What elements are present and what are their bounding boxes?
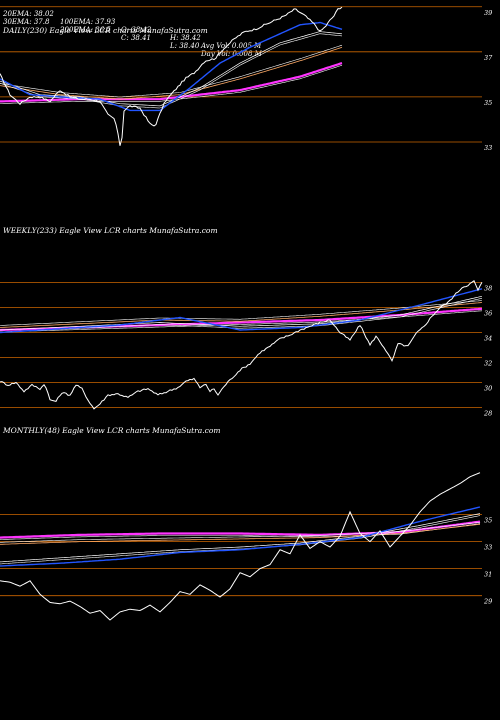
monthly-ema30-line: [0, 513, 481, 563]
weekly-ema30-line: [0, 298, 483, 333]
monthly-chart: 35 33 31 29: [0, 472, 492, 621]
daily-ema30-line: [0, 31, 343, 107]
stat-20ema: 20EMA: 38.02: [3, 10, 54, 18]
daily-ema100-line: [0, 46, 343, 100]
daily-tick-label: 33: [484, 144, 492, 152]
monthly-ema100-line: [0, 522, 481, 543]
stat-high: H: 38.42: [170, 34, 201, 42]
stat-200ema: 200EMA: 36.5: [60, 26, 111, 34]
monthly-chart-title: MONTHLY(48) Eagle View LCR charts Munafa…: [3, 426, 221, 435]
weekly-tick-label: 34: [484, 335, 492, 343]
weekly-tick-label: 28: [483, 410, 492, 418]
header-stats-row-1: 20EMA: 38.02 100EMA: 37.93 O: 38.42 H: 3…: [3, 2, 261, 50]
header-stats-row-2: 30EMA: 37.8 200EMA: 36.5 C: 38.41 L: 38.…: [3, 10, 262, 58]
monthly-tick-label: 35: [484, 517, 492, 525]
daily-ema200-line: [0, 64, 343, 104]
monthly-tick-label: 33: [484, 544, 492, 552]
daily-ema20-line: [0, 21, 343, 112]
weekly-tick-label: 36: [484, 310, 492, 318]
monthly-ema200-line: [0, 523, 481, 540]
stat-100ema: 100EMA: 37.93: [60, 18, 116, 26]
weekly-price-line: [0, 280, 483, 410]
daily-tick-label: 39: [484, 9, 492, 17]
stat-30ema: 30EMA: 37.8: [3, 18, 50, 26]
weekly-tick-label: 30: [484, 385, 492, 393]
daily-ema200-line: [0, 62, 343, 103]
weekly-ema20-line: [0, 288, 483, 334]
stat-low: L: 38.40: [170, 42, 200, 50]
daily-tick-label: 35: [484, 99, 492, 107]
stat-day-vol: Day Vol: 0.008 M: [201, 50, 262, 58]
monthly-tick-label: 31: [484, 571, 492, 579]
weekly-chart-title: WEEKLY(233) Eagle View LCR charts Munafa…: [3, 226, 218, 235]
daily-tick-label: 37: [484, 54, 493, 62]
daily-chart: 39 37 35 33: [0, 6, 493, 152]
monthly-ema20-line: [0, 506, 481, 567]
stat-open: O: 38.42: [121, 26, 152, 34]
weekly-tick-label: 38: [484, 285, 492, 293]
daily-price-line: [0, 6, 343, 146]
weekly-tick-label: 32: [484, 360, 492, 368]
stat-close: C: 38.41: [121, 34, 151, 42]
monthly-ema200-line: [0, 520, 481, 539]
weekly-ema30-line: [0, 295, 483, 331]
monthly-price-line: [0, 472, 481, 621]
daily-chart-title: DAILY(230) Eagle View LCR charts MunafaS…: [3, 26, 208, 35]
monthly-tick-label: 29: [483, 598, 492, 606]
daily-ema100-line: [0, 44, 343, 98]
weekly-chart: 38 36 34 32 30 28: [0, 280, 492, 418]
monthly-ema100-line: [0, 523, 481, 545]
daily-ema30-line: [0, 33, 343, 109]
stat-avg-vol: Avg Vol: 0.005 M: [201, 42, 262, 50]
weekly-ema100-line: [0, 300, 483, 326]
